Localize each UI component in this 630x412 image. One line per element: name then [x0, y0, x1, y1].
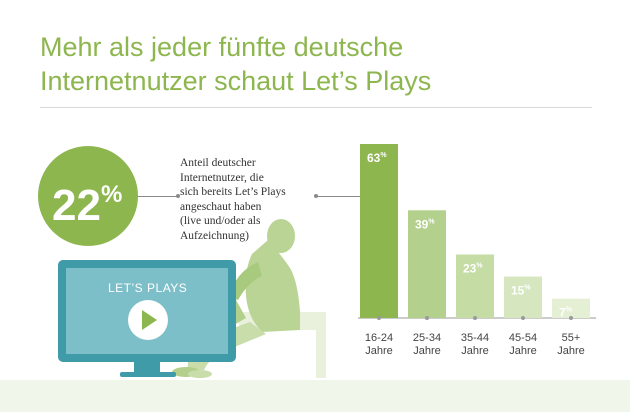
leader-line-left — [138, 196, 178, 197]
bar-5 — [552, 298, 590, 318]
description: Anteil deutscher Internetnutzer, die sic… — [180, 156, 320, 243]
highlight-value: 22% — [52, 168, 122, 233]
title-line-1: Mehr als jeder fünfte deutsche — [40, 32, 404, 62]
x-tick — [377, 316, 381, 320]
monitor-label: LET’S PLAYS — [108, 281, 188, 295]
floor-band — [0, 380, 630, 412]
play-icon — [142, 310, 157, 330]
highlight-unit: % — [100, 181, 123, 208]
description-line: Internetnutzer, die — [180, 171, 264, 184]
x-tick — [425, 316, 429, 320]
bars-layer: 63% 39% 23% 15% 7% — [360, 144, 590, 320]
x-tick-label-line: 35-44 — [460, 332, 490, 344]
bar-value-label: 23% — [463, 261, 483, 275]
bar-3 — [456, 254, 494, 318]
x-tick-label-line: 45-54 — [508, 332, 538, 344]
x-tick-label-line: Jahre — [365, 345, 393, 357]
x-tick-label: 45-54 Jahre — [498, 332, 548, 358]
x-tick-label-line: Jahre — [509, 345, 537, 357]
description-line: (live und/oder als — [180, 215, 261, 227]
description-line: Anteil deutscher — [180, 157, 256, 169]
x-tick — [521, 316, 525, 320]
x-tick-label-line: 25-34 — [412, 332, 442, 344]
x-tick-label: 35-44 Jahre — [450, 332, 500, 358]
bar-4 — [504, 276, 542, 318]
bar-1 — [360, 144, 398, 318]
bar-value-label: 39% — [415, 217, 435, 231]
description-line: Aufzeichnung) — [180, 229, 249, 242]
x-tick — [569, 316, 573, 320]
x-tick-label-line: 55+ — [561, 332, 581, 344]
x-tick — [473, 316, 477, 320]
x-tick-label-line: Jahre — [557, 345, 585, 357]
title-line-2: Internetnutzer schaut Let’s Plays — [40, 66, 432, 96]
bar-value-label: 15% — [511, 284, 531, 298]
leader-dot-left — [176, 194, 180, 198]
monitor-illustration — [58, 260, 236, 377]
x-tick-label: 16-24 Jahre — [354, 332, 404, 358]
bar-value-label: 63% — [367, 151, 387, 165]
title-divider — [40, 107, 592, 108]
leader-dot-right — [314, 194, 318, 198]
x-tick-label-line: Jahre — [461, 345, 489, 357]
x-tick-label-line: 16-24 — [364, 332, 394, 344]
description-line: sich bereits Let’s Plays — [180, 186, 286, 198]
x-tick-label-line: Jahre — [413, 345, 441, 357]
highlight-circle — [38, 146, 138, 246]
bar-value-label: 7% — [559, 306, 573, 320]
bar-2 — [408, 210, 446, 318]
highlight-number: 22 — [52, 181, 101, 230]
description-line: angeschaut haben — [180, 200, 262, 213]
x-tick-label: 25-34 Jahre — [402, 332, 452, 358]
x-tick-label: 55+ Jahre — [546, 332, 596, 358]
chart-title: Mehr als jeder fünfte deutsche Internetn… — [40, 30, 600, 98]
leader-line-right — [316, 196, 362, 197]
